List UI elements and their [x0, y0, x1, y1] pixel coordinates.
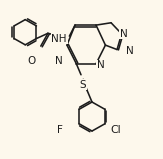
Text: Cl: Cl	[110, 125, 121, 135]
Text: N: N	[126, 46, 134, 56]
Text: F: F	[57, 125, 63, 135]
Text: N: N	[55, 56, 62, 66]
Text: N: N	[120, 29, 127, 39]
Text: NH: NH	[52, 34, 67, 44]
Text: O: O	[27, 56, 35, 66]
Text: N: N	[97, 60, 105, 70]
Text: S: S	[80, 80, 86, 90]
